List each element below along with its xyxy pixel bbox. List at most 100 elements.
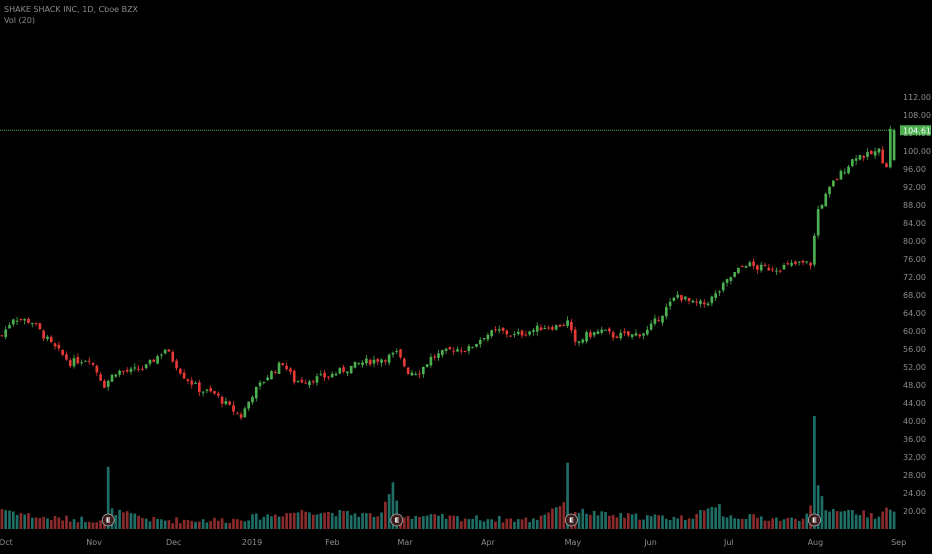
candle [733, 271, 736, 278]
candle [353, 361, 357, 369]
candle [535, 322, 539, 336]
candle [308, 379, 311, 389]
volume-bar [649, 516, 653, 529]
candle [437, 349, 440, 361]
candle [137, 364, 140, 372]
volume-bar [585, 513, 588, 529]
candle [232, 401, 235, 415]
volume-bar [277, 516, 281, 529]
volume-bar [152, 516, 156, 529]
candle [775, 267, 778, 276]
earnings-marker[interactable]: E [390, 513, 404, 527]
time-tick-label: Aug [808, 538, 824, 547]
candle [34, 322, 38, 327]
candle [171, 349, 175, 363]
volume-bar [653, 514, 657, 529]
volume-bar [220, 518, 224, 529]
candle [163, 349, 167, 355]
volume-bar [72, 519, 76, 529]
earnings-marker[interactable]: E [807, 513, 821, 527]
volume-bar [99, 520, 102, 529]
candle [342, 364, 345, 374]
volume-bar [368, 513, 372, 529]
volume-bar [725, 517, 729, 529]
volume-bar [87, 521, 91, 529]
volume-bar [832, 508, 835, 529]
candle [357, 362, 361, 366]
volume-bar [467, 519, 471, 529]
volume-bar [201, 519, 205, 529]
volume-bar [262, 516, 266, 529]
candle [319, 370, 323, 377]
volume-bar [376, 516, 380, 529]
candle [95, 364, 99, 376]
earnings-marker[interactable]: E [101, 513, 115, 527]
volume-bar [634, 513, 638, 529]
volume-bar [623, 517, 626, 529]
volume-bar [611, 514, 615, 529]
volume-bar [118, 509, 121, 529]
candle [600, 326, 604, 335]
candle [645, 325, 649, 336]
volume-bar [61, 520, 64, 529]
candle [304, 379, 307, 384]
volume-bar [46, 518, 49, 529]
candle [691, 299, 695, 304]
volume-bar [391, 482, 395, 529]
candle [258, 380, 262, 390]
price-tick-label: 24.00 [903, 489, 926, 498]
candle [103, 379, 106, 388]
volume-bar [224, 522, 228, 529]
candle [27, 317, 30, 324]
volume-bar [319, 513, 323, 529]
candle [820, 203, 824, 210]
volume-bar [490, 519, 493, 529]
volume-bar [186, 520, 190, 529]
volume-bar [672, 516, 676, 529]
volume-bar [820, 496, 824, 529]
earnings-marker[interactable]: E [564, 513, 578, 527]
volume-bar [645, 515, 649, 529]
candle [577, 340, 581, 347]
volume-bar [4, 510, 8, 529]
candle [573, 326, 577, 346]
candle [737, 267, 740, 275]
volume-bar [95, 522, 99, 529]
candle [835, 178, 839, 181]
candle [395, 348, 399, 355]
volume-bar [733, 518, 736, 529]
volume-bar [539, 515, 543, 529]
candle [425, 364, 429, 368]
volume-bar [114, 514, 118, 529]
volume-bar [448, 515, 452, 529]
candle [148, 359, 152, 367]
volume-bar [213, 517, 216, 529]
candle [61, 348, 64, 357]
volume-bar [30, 517, 34, 529]
volume-bar [258, 519, 262, 529]
volume-bar [528, 522, 531, 529]
volume-bar [869, 513, 873, 529]
candle [387, 353, 391, 366]
volume-bar [163, 520, 167, 529]
candle [190, 376, 194, 389]
candle [672, 296, 676, 302]
volume-bar [406, 515, 410, 529]
volume-bar [824, 510, 828, 529]
volume-bar [437, 515, 440, 529]
price-axis[interactable]: 112.00108.00104.00100.0096.0092.0088.008… [903, 93, 931, 516]
candle [76, 353, 80, 365]
candle [520, 329, 524, 339]
candle [365, 354, 368, 366]
time-axis[interactable]: Oct Nov Dec 2019 Feb Mar Apr May Jun Jul Aug Sep [0, 538, 906, 547]
symbol-title: SHAKE SHACK INC, 1D, Cboe BZX [4, 5, 139, 14]
candle [634, 329, 638, 337]
candle [813, 233, 816, 267]
candle [725, 278, 729, 287]
candle [220, 395, 224, 408]
volume-bar [68, 521, 72, 529]
volume-bar [699, 510, 702, 529]
